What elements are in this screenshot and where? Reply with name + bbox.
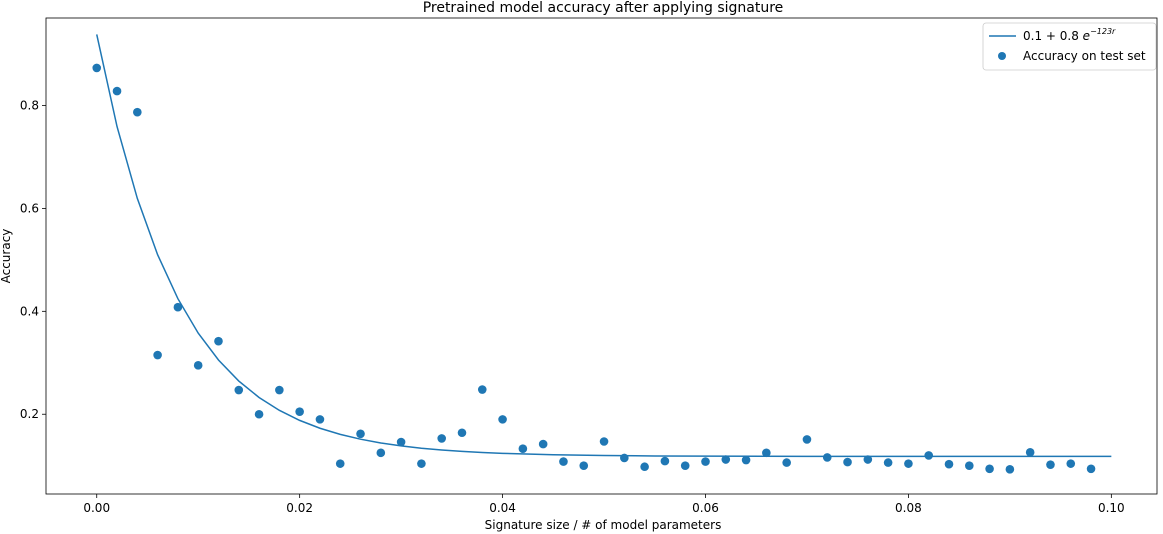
chart-title: Pretrained model accuracy after applying… [423,0,784,16]
scatter-point [1066,459,1076,468]
scatter-point [640,462,649,472]
series-layer [92,34,1112,474]
y-tick-label: 0.6 [20,201,39,215]
y-tick-label: 0.8 [20,98,39,112]
scatter-point [660,456,670,466]
x-tick-label: 0.04 [489,501,516,515]
scatter-point [721,455,731,464]
scatter-point [985,464,994,474]
scatter-point [1046,460,1055,469]
scatter-point [275,385,284,395]
scatter-point [254,409,264,419]
scatter-point [701,457,710,466]
x-axis-label: Signature size / # of model parameters [485,518,722,532]
x-tick-label: 0.08 [895,501,922,515]
scatter-point [234,385,244,395]
scatter-point [92,63,102,73]
scatter-point [133,107,142,117]
scatter-point [477,385,487,394]
scatter-point [376,448,386,458]
legend-box [982,22,1157,71]
scatter-point [1005,465,1015,474]
scatter-point [153,350,162,360]
scatter-point [173,302,183,312]
scatter-point [924,451,934,460]
legend: 0.1 + 0.8 e−123r Accuracy on test set [982,22,1157,71]
legend-entry-scatter: Accuracy on test set [1023,49,1146,63]
scatter-point [559,457,568,466]
scatter-point [863,455,873,464]
scatter-point [295,407,304,416]
scatter-point [193,361,203,370]
scatter-point [762,448,771,458]
legend-scatter-swatch [998,52,1006,60]
scatter-point [599,437,609,446]
y-axis-label: Accuracy [0,229,13,284]
scatter-point [822,453,832,462]
scatter-point [356,429,365,439]
scatter-point [579,461,589,471]
scatter-point [315,415,325,424]
x-tick-label: 0.06 [692,501,719,515]
scatter-point [782,458,791,467]
scatter-point [802,435,812,444]
x-tick-label: 0.10 [1098,501,1125,515]
scatter-point [904,459,913,468]
scatter-point [457,428,467,438]
scatter-point [741,455,751,465]
scatter-point [883,458,893,467]
scatter-point [518,444,528,454]
legend-fit-exponent: −123r [1090,27,1116,36]
y-tick-label: 0.2 [20,407,39,421]
scatter-point [680,461,690,471]
scatter-point [620,453,629,463]
scatter-point [417,459,426,468]
legend-fit-base: 0.1 + 0.8 [1023,29,1083,43]
scatter-point [396,437,406,447]
scatter-point [944,459,954,469]
x-axis: 0.00 0.02 0.04 0.06 0.08 0.10 [83,494,1125,515]
scatter-point [498,415,507,424]
scatter-point [843,457,852,467]
scatter-point [1025,448,1035,457]
plot-area-frame [45,17,1158,495]
fit-curve-line [95,34,1112,458]
scatter-point [437,434,447,443]
legend-fit-e: e [1083,29,1090,43]
scatter-point [965,461,974,471]
scatter-point [538,439,548,449]
legend-entry-fit-curve: 0.1 + 0.8 e−123r [1023,27,1116,43]
y-axis: 0.2 0.4 0.6 0.8 [20,98,46,421]
y-tick-label: 0.4 [20,304,39,318]
scatter-point [112,86,122,96]
scatter-point [335,459,345,468]
scatter-point [214,336,223,346]
x-tick-label: 0.00 [83,501,110,515]
scatter-point [1086,464,1096,474]
x-tick-label: 0.02 [286,501,313,515]
